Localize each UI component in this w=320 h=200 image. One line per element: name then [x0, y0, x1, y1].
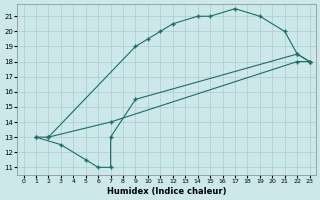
X-axis label: Humidex (Indice chaleur): Humidex (Indice chaleur) [107, 187, 226, 196]
